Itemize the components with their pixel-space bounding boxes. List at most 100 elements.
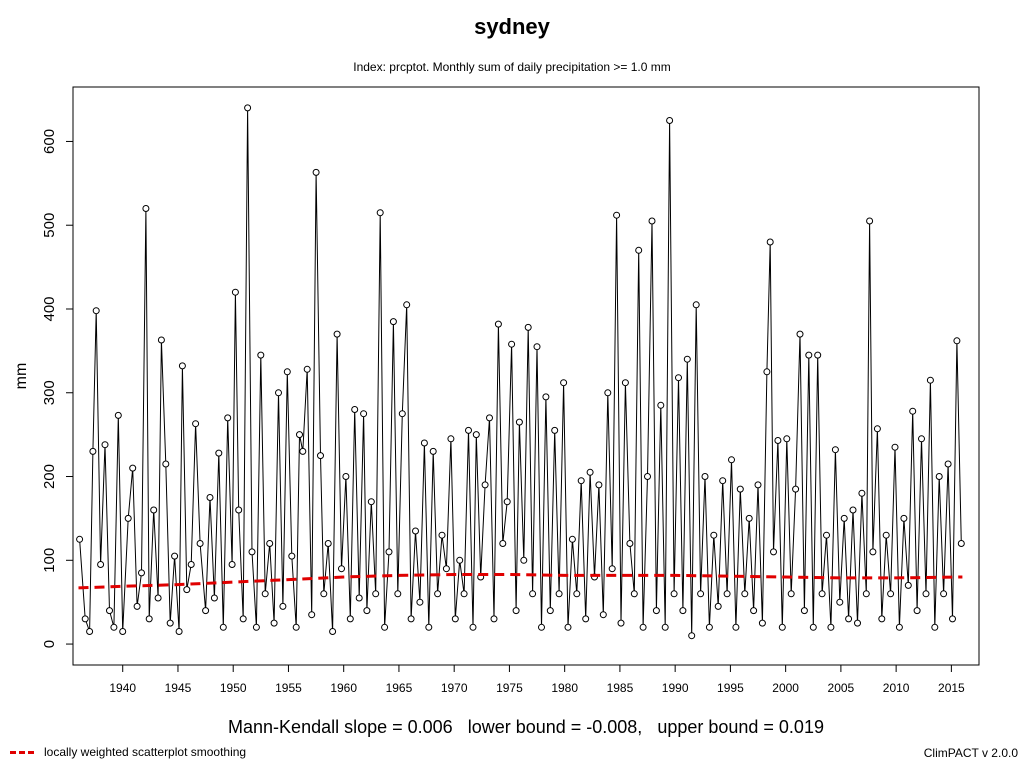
data-point xyxy=(582,615,590,623)
data-point xyxy=(312,168,320,176)
y-tick-label: 200 xyxy=(41,464,58,489)
x-tick-label: 1975 xyxy=(496,681,523,695)
data-point xyxy=(895,623,903,631)
data-point xyxy=(351,406,359,413)
data-point xyxy=(564,623,572,631)
data-point xyxy=(76,535,84,543)
data-point xyxy=(376,209,384,217)
data-point xyxy=(913,607,921,615)
data-point xyxy=(244,104,252,112)
data-point xyxy=(657,401,665,409)
data-point xyxy=(210,594,218,602)
data-point xyxy=(931,623,939,631)
data-point xyxy=(577,477,585,485)
data-point xyxy=(783,435,791,443)
data-point xyxy=(935,473,943,480)
data-point xyxy=(372,590,380,598)
data-point xyxy=(666,117,674,124)
data-point xyxy=(248,548,256,556)
x-tick-label: 1980 xyxy=(551,681,578,695)
x-tick-label: 2000 xyxy=(772,681,799,695)
data-point xyxy=(774,437,782,444)
data-point xyxy=(613,211,621,219)
data-point xyxy=(679,607,687,615)
data-point xyxy=(110,623,118,631)
data-point xyxy=(114,411,122,419)
data-point xyxy=(949,615,956,623)
data-point xyxy=(129,464,137,472)
version-label: ClimPACT v 2.0.0 xyxy=(923,746,1018,760)
data-point xyxy=(296,431,303,439)
data-point xyxy=(840,514,848,522)
lowess-smoothing-line xyxy=(78,573,963,590)
data-point xyxy=(360,410,368,418)
data-point xyxy=(862,590,870,598)
data-point xyxy=(827,623,835,631)
data-point xyxy=(438,531,446,539)
data-point xyxy=(805,351,813,359)
data-point xyxy=(512,607,520,615)
data-point xyxy=(818,590,826,598)
data-point xyxy=(787,590,795,598)
data-point xyxy=(224,414,232,422)
legend-dash-swatch xyxy=(10,750,34,754)
data-point xyxy=(398,410,406,418)
data-point xyxy=(403,301,411,309)
data-point xyxy=(416,598,424,606)
data-point xyxy=(900,514,908,522)
data-point xyxy=(796,330,804,338)
y-tick-label: 300 xyxy=(41,380,58,405)
data-point xyxy=(342,473,350,480)
data-point xyxy=(621,379,629,387)
data-point xyxy=(719,477,727,485)
data-point xyxy=(460,590,468,598)
data-point xyxy=(385,548,393,556)
data-point xyxy=(778,623,786,631)
data-point xyxy=(333,330,341,338)
data-point xyxy=(257,351,265,359)
data-point xyxy=(878,615,886,623)
data-point xyxy=(675,374,682,382)
data-point xyxy=(178,362,186,370)
chart-subtitle: Index: prcptot. Monthly sum of daily pre… xyxy=(353,60,671,74)
data-point xyxy=(425,623,433,631)
data-point xyxy=(261,590,269,598)
data-point xyxy=(635,246,643,254)
data-point xyxy=(275,389,282,397)
data-point xyxy=(447,435,455,443)
data-point xyxy=(270,619,278,627)
data-point xyxy=(486,414,493,422)
data-point xyxy=(308,611,316,619)
data-point xyxy=(858,489,866,497)
data-point xyxy=(688,632,696,640)
data-point xyxy=(728,456,735,464)
data-point xyxy=(503,498,511,506)
plot-frame xyxy=(72,86,980,666)
x-tick-label: 1945 xyxy=(165,681,192,695)
data-point xyxy=(873,425,881,433)
data-point xyxy=(750,607,758,615)
data-point xyxy=(831,446,839,454)
y-tick-label: 600 xyxy=(41,129,58,154)
data-point xyxy=(196,540,204,547)
x-tick-label: 2005 xyxy=(828,681,855,695)
x-tick-label: 1995 xyxy=(717,681,744,695)
data-point xyxy=(648,217,656,225)
data-point xyxy=(324,540,332,547)
data-point xyxy=(953,337,961,345)
data-point xyxy=(763,368,771,376)
data-point xyxy=(420,439,428,447)
data-point xyxy=(508,340,516,348)
data-point xyxy=(157,336,165,344)
data-point xyxy=(106,607,113,615)
legend-label: locally weighted scatterplot smoothing xyxy=(44,745,247,759)
data-point xyxy=(412,527,419,535)
data-point xyxy=(472,431,480,439)
x-tick-label: 2015 xyxy=(938,681,965,695)
data-point xyxy=(854,619,861,627)
chart-title: sydney xyxy=(474,14,550,39)
data-point xyxy=(836,598,844,606)
data-point xyxy=(150,506,158,514)
data-point xyxy=(736,485,744,493)
data-point xyxy=(235,506,243,514)
